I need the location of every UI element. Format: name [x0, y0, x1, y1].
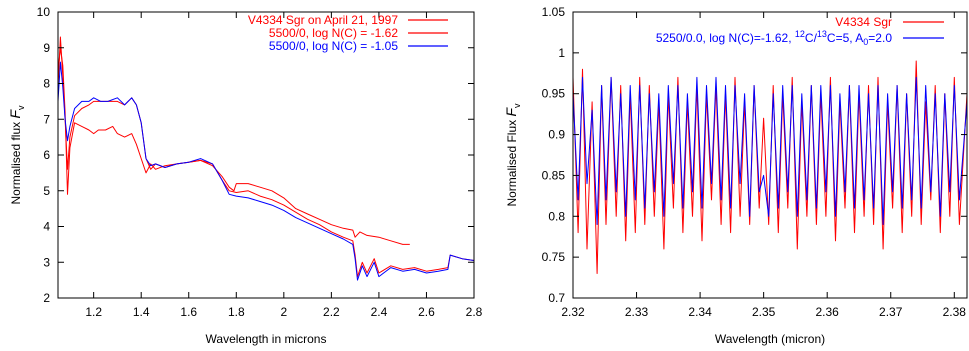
- y-tick-label: 9: [43, 41, 50, 55]
- x-axis-label: Wavelength in microns: [206, 332, 327, 346]
- x-tick-label: 2.6: [418, 305, 435, 319]
- x-tick-label: 2: [280, 305, 287, 319]
- plot-frame: [572, 11, 968, 299]
- x-tick-label: 2.36: [816, 305, 840, 319]
- x-tick-label: 2.37: [879, 305, 903, 319]
- plot-frame: [57, 11, 475, 299]
- y-tick-label: 3: [43, 255, 50, 269]
- x-tick-label: 2.8: [466, 305, 483, 319]
- y-axis: 2 3 4 5 6 7 8 9 10: [37, 5, 474, 305]
- x-tick-label: 2.38: [943, 305, 967, 319]
- y-tick-label: 0.9: [548, 128, 565, 142]
- legend-label-1: V4334 Sgr: [835, 15, 892, 29]
- y-tick-label: 8: [43, 77, 50, 91]
- series-group: [57, 36, 475, 281]
- y-tick-label: 7: [43, 112, 50, 126]
- series-line-2: [57, 36, 475, 278]
- y-tick-label: 0.75: [542, 250, 566, 264]
- x-tick-label: 1.8: [228, 305, 245, 319]
- y-axis-label: Normalised Flux Fv: [503, 103, 522, 207]
- x-tick-label: 2.34: [688, 305, 712, 319]
- y-tick-label: 0.85: [542, 168, 566, 182]
- y-axis: 0.7 0.75 0.8 0.85 0.9 0.95 1 1.05: [542, 5, 967, 305]
- series-line-1: [572, 60, 968, 274]
- y-axis-label: Normalised flux Fv: [7, 105, 26, 205]
- y-tick-label: 10: [37, 5, 51, 19]
- legend-label-2: 5250/0.0, log N(C)=-1.62, 12C/13C=5, A0=…: [656, 29, 893, 47]
- x-tick-label: 2.32: [561, 305, 585, 319]
- y-tick-label: 5: [43, 184, 50, 198]
- y-tick-label: 2: [43, 291, 50, 305]
- y-tick-label: 1: [558, 46, 565, 60]
- y-tick-label: 4: [43, 220, 50, 234]
- series-line-1: [57, 47, 410, 245]
- x-tick-label: 2.4: [371, 305, 388, 319]
- legend-label-3: 5500/0, log N(C) = -1.05: [269, 39, 398, 53]
- left-spectrum-panel: 1.2 1.4 1.6 1.8 2 2.2 2.4 2.6 2.8 2 3 4 5 6 7 8 9 10 Wavel…: [7, 5, 483, 346]
- legend-label-1: V4334 Sgr on April 21, 1997: [248, 13, 398, 27]
- y-tick-label: 0.7: [548, 291, 565, 305]
- x-axis: 2.32 2.33 2.34 2.35 2.36 2.37 2.38: [561, 12, 966, 319]
- x-tick-label: 1.4: [133, 305, 150, 319]
- x-axis-label: Wavelength (micron): [715, 332, 825, 346]
- x-axis: 1.2 1.4 1.6 1.8 2 2.2 2.4 2.6 2.8: [85, 12, 483, 319]
- legend-label-2: 5500/0, log N(C) = -1.62: [269, 26, 398, 40]
- y-tick-label: 0.95: [542, 87, 566, 101]
- x-tick-label: 2.33: [625, 305, 649, 319]
- x-tick-label: 2.2: [323, 305, 340, 319]
- y-tick-label: 1.05: [542, 5, 566, 19]
- series-line-2: [572, 76, 968, 225]
- series-line-3: [57, 61, 475, 281]
- right-spectrum-panel: 2.32 2.33 2.34 2.35 2.36 2.37 2.380.70.750.80.…: [503, 5, 968, 346]
- y-tick-label: 6: [43, 148, 50, 162]
- x-tick-label: 1.2: [85, 305, 102, 319]
- y-tick-label: 0.8: [548, 209, 565, 223]
- series-group: [572, 60, 968, 274]
- x-tick-label: 1.6: [180, 305, 197, 319]
- x-tick-label: 2.35: [752, 305, 776, 319]
